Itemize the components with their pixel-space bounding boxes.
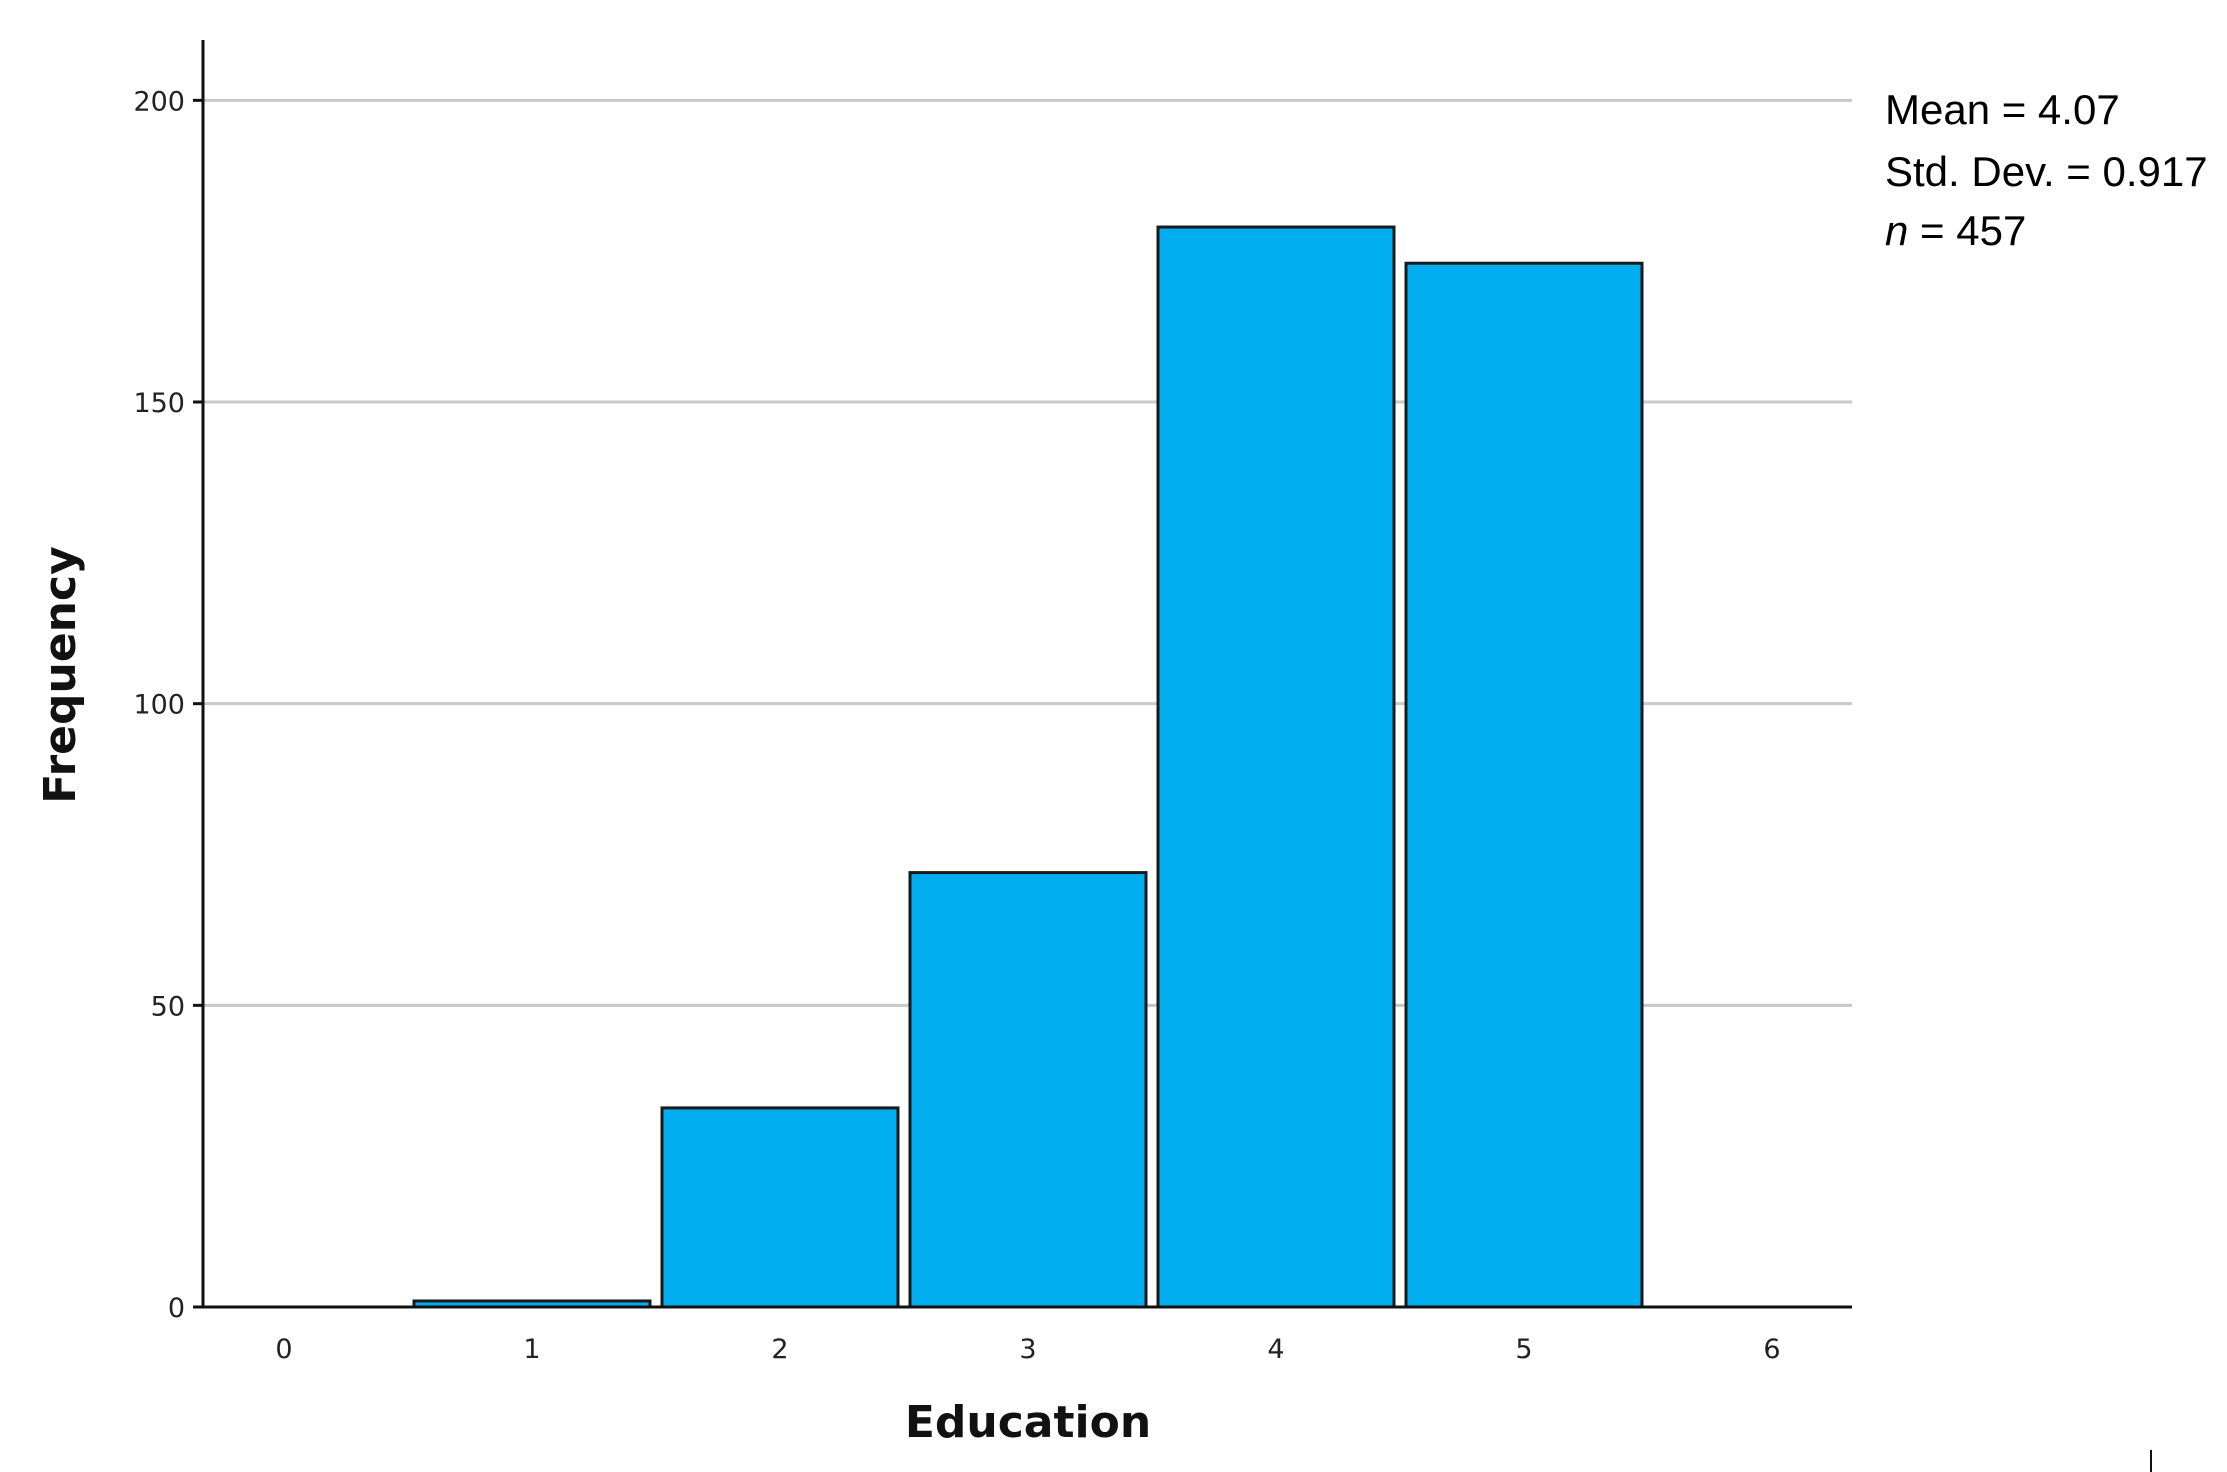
y-tick-label-100: 100 xyxy=(133,690,185,721)
stats-n-symbol: n xyxy=(1885,207,1908,254)
bar-5 xyxy=(1404,261,1644,1309)
stats-box: Mean = 4.07 Std. Dev. = 0.917 n = 457 xyxy=(1885,86,2208,254)
bar-4 xyxy=(1156,225,1396,1309)
stats-mean: Mean = 4.07 xyxy=(1885,86,2120,133)
stats-std-dev: Std. Dev. = 0.917 xyxy=(1885,148,2208,195)
x-tick-label-6: 6 xyxy=(1763,1334,1780,1365)
x-tick-label-1: 1 xyxy=(523,1334,540,1365)
stats-n-value: = 457 xyxy=(1908,207,2026,254)
x-tick-label-0: 0 xyxy=(275,1334,292,1365)
bar-3 xyxy=(908,871,1148,1309)
y-axis-title: Frequency xyxy=(35,546,86,804)
bar-2 xyxy=(660,1106,900,1309)
x-tick-label-5: 5 xyxy=(1515,1334,1532,1365)
x-tick-label-3: 3 xyxy=(1019,1334,1036,1365)
y-tick-label-50: 50 xyxy=(151,991,185,1022)
stats-n: n = 457 xyxy=(1885,207,2026,254)
x-tick-label-2: 2 xyxy=(771,1334,788,1365)
y-tick-label-0: 0 xyxy=(168,1293,185,1324)
axes xyxy=(193,40,1852,1309)
y-tick-label-200: 200 xyxy=(133,86,185,117)
y-tick-label-150: 150 xyxy=(133,388,185,419)
bars xyxy=(412,225,1644,1309)
x-axis-title: Education xyxy=(905,1397,1151,1448)
x-tick-label-4: 4 xyxy=(1267,1334,1284,1365)
y-tick-labels: 0 50 100 150 200 xyxy=(133,86,185,1324)
x-tick-labels: 0 1 2 3 4 5 6 xyxy=(275,1334,1780,1365)
